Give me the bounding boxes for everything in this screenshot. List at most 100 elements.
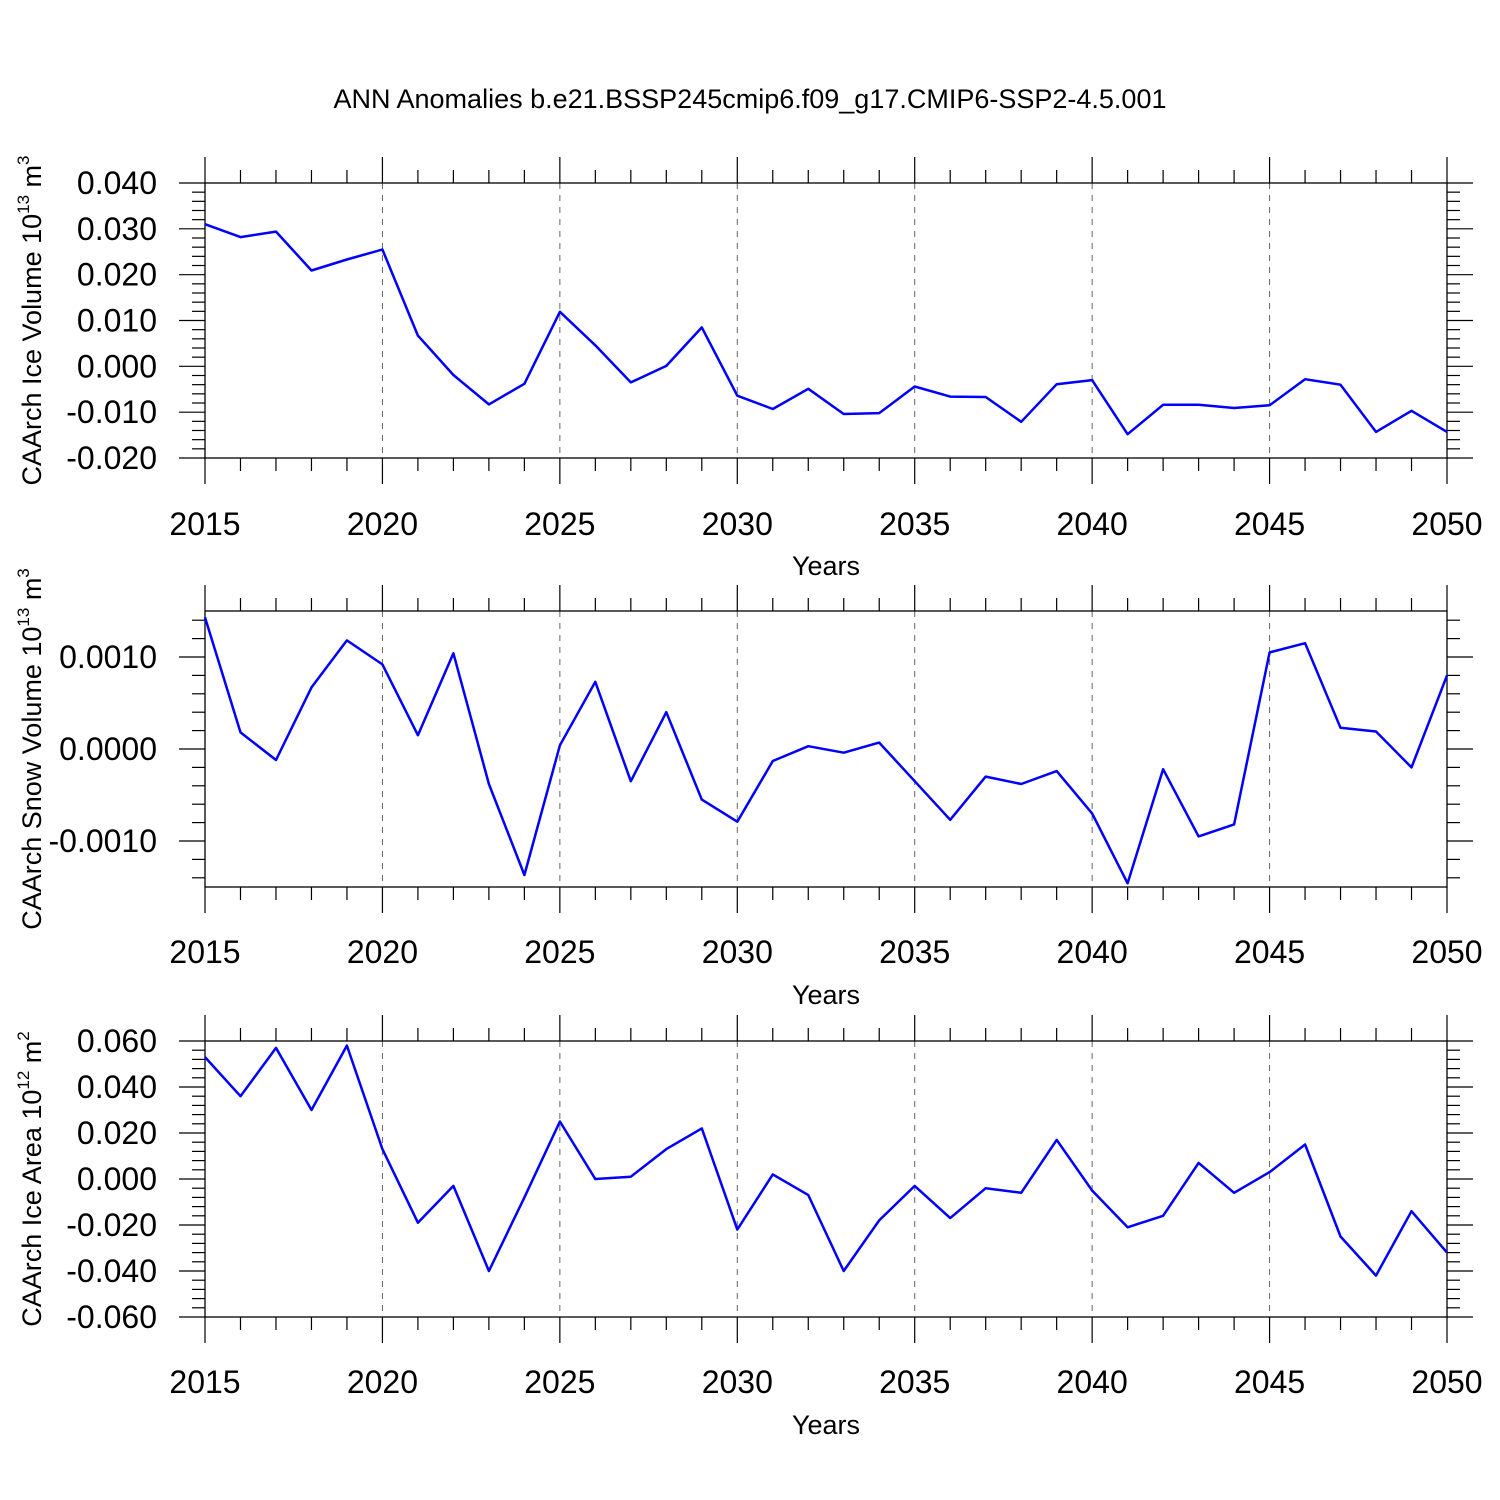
data-point bbox=[665, 1148, 667, 1150]
data-point bbox=[843, 413, 845, 415]
data-point bbox=[204, 223, 206, 225]
data-point bbox=[1340, 727, 1342, 729]
data-point bbox=[559, 744, 561, 746]
data-point bbox=[985, 776, 987, 778]
data-point bbox=[1056, 1139, 1058, 1141]
data-point bbox=[630, 780, 632, 782]
data-point bbox=[1162, 404, 1164, 406]
data-point bbox=[1340, 1236, 1342, 1237]
data-point bbox=[736, 395, 738, 397]
data-point bbox=[985, 396, 987, 398]
plot-frame bbox=[204, 1040, 1448, 1318]
data-point bbox=[1020, 1192, 1022, 1194]
data-point bbox=[559, 311, 561, 313]
y-tick-label: -0.040 bbox=[66, 1253, 157, 1289]
data-point bbox=[1304, 378, 1306, 380]
y-tick-label: 0.0010 bbox=[59, 639, 157, 675]
data-point bbox=[1198, 1162, 1200, 1164]
data-point bbox=[1446, 431, 1448, 433]
data-point bbox=[559, 1121, 561, 1122]
data-point bbox=[452, 652, 454, 654]
data-point bbox=[1375, 1275, 1377, 1277]
data-point bbox=[914, 386, 916, 387]
data-point bbox=[488, 403, 490, 405]
series-line bbox=[203, 617, 1449, 885]
data-point bbox=[701, 326, 703, 328]
data-point bbox=[914, 780, 916, 782]
data-point bbox=[985, 1187, 987, 1189]
x-tick-label: 2030 bbox=[702, 934, 773, 970]
data-point bbox=[1127, 1226, 1129, 1228]
y-tick-label: -0.0010 bbox=[48, 823, 157, 859]
y-tick-label: -0.060 bbox=[66, 1299, 157, 1335]
x-tick-label: 2030 bbox=[702, 506, 773, 542]
y-tick-label: 0.040 bbox=[77, 1069, 157, 1105]
data-point bbox=[949, 819, 951, 821]
data-point bbox=[736, 1229, 738, 1231]
y-axis-title: CAArch Snow Volume 1013 m3 bbox=[14, 568, 47, 930]
x-tick-label: 2040 bbox=[1057, 506, 1128, 542]
x-tick-label: 2050 bbox=[1411, 1364, 1482, 1400]
data-point bbox=[736, 821, 738, 823]
y-tick-label: 0.000 bbox=[77, 1161, 157, 1197]
data-point bbox=[701, 1127, 703, 1129]
data-point bbox=[665, 711, 667, 713]
data-point bbox=[843, 1270, 845, 1272]
x-tick-label: 2030 bbox=[702, 1364, 773, 1400]
data-point bbox=[346, 259, 348, 261]
data-point bbox=[1340, 384, 1342, 386]
x-tick-label: 2035 bbox=[879, 1364, 950, 1400]
data-point bbox=[417, 335, 419, 337]
data-point bbox=[914, 1185, 916, 1187]
data-point bbox=[1198, 404, 1200, 406]
data-point bbox=[949, 396, 951, 398]
data-point bbox=[523, 1196, 525, 1198]
data-point bbox=[346, 639, 348, 641]
data-point bbox=[1269, 1171, 1271, 1173]
x-tick-label: 2040 bbox=[1057, 934, 1128, 970]
data-point bbox=[1091, 1190, 1093, 1191]
data-point bbox=[594, 681, 596, 683]
x-tick-label: 2050 bbox=[1411, 506, 1482, 542]
data-point bbox=[1091, 812, 1093, 814]
data-point bbox=[1162, 1215, 1164, 1217]
x-tick-label: 2020 bbox=[347, 1364, 418, 1400]
data-point bbox=[701, 799, 703, 801]
figure-title: ANN Anomalies b.e21.BSSP245cmip6.f09_g17… bbox=[333, 84, 1167, 114]
panel-1: -0.020 -0.010 0.000 0.010 0.020 0.030 0.040 201… bbox=[14, 155, 1483, 581]
data-point bbox=[1020, 421, 1022, 423]
data-point bbox=[381, 248, 383, 250]
data-point bbox=[1269, 651, 1271, 653]
data-point bbox=[772, 760, 774, 762]
x-tick-label: 2040 bbox=[1057, 1364, 1128, 1400]
data-point bbox=[630, 1176, 632, 1178]
data-point bbox=[665, 365, 667, 367]
data-point bbox=[949, 1217, 951, 1219]
y-tick-label: 0.030 bbox=[77, 211, 157, 247]
data-point bbox=[346, 1045, 348, 1047]
data-point bbox=[488, 783, 490, 785]
data-point bbox=[523, 874, 525, 876]
y-axis-title: CAArch Ice Volume 1013 m3 bbox=[14, 155, 47, 485]
plot-frame bbox=[204, 182, 1448, 459]
data-point bbox=[807, 1194, 809, 1196]
x-tick-label: 2025 bbox=[524, 1364, 595, 1400]
x-tick-label: 2015 bbox=[169, 1364, 240, 1400]
y-tick-label: 0.010 bbox=[77, 303, 157, 339]
data-point bbox=[1020, 783, 1022, 785]
x-tick-label: 2015 bbox=[169, 934, 240, 970]
panel-2: -0.0010 0.0000 0.0010 2015 2020 2025 2030 2035 2… bbox=[14, 568, 1483, 1010]
data-point bbox=[772, 1173, 774, 1175]
data-point bbox=[275, 231, 277, 233]
y-tick-label: 0.020 bbox=[77, 1115, 157, 1151]
y-tick-label: 0.0000 bbox=[59, 731, 157, 767]
x-tick-label: 2025 bbox=[524, 934, 595, 970]
data-point bbox=[1233, 407, 1235, 409]
data-point bbox=[1375, 431, 1377, 433]
x-tick-label: 2045 bbox=[1234, 934, 1305, 970]
y-tick-label: -0.020 bbox=[66, 1207, 157, 1243]
data-point bbox=[1162, 768, 1164, 770]
x-axis-title: Years bbox=[792, 980, 860, 1010]
y-tick-label: -0.020 bbox=[66, 440, 157, 476]
